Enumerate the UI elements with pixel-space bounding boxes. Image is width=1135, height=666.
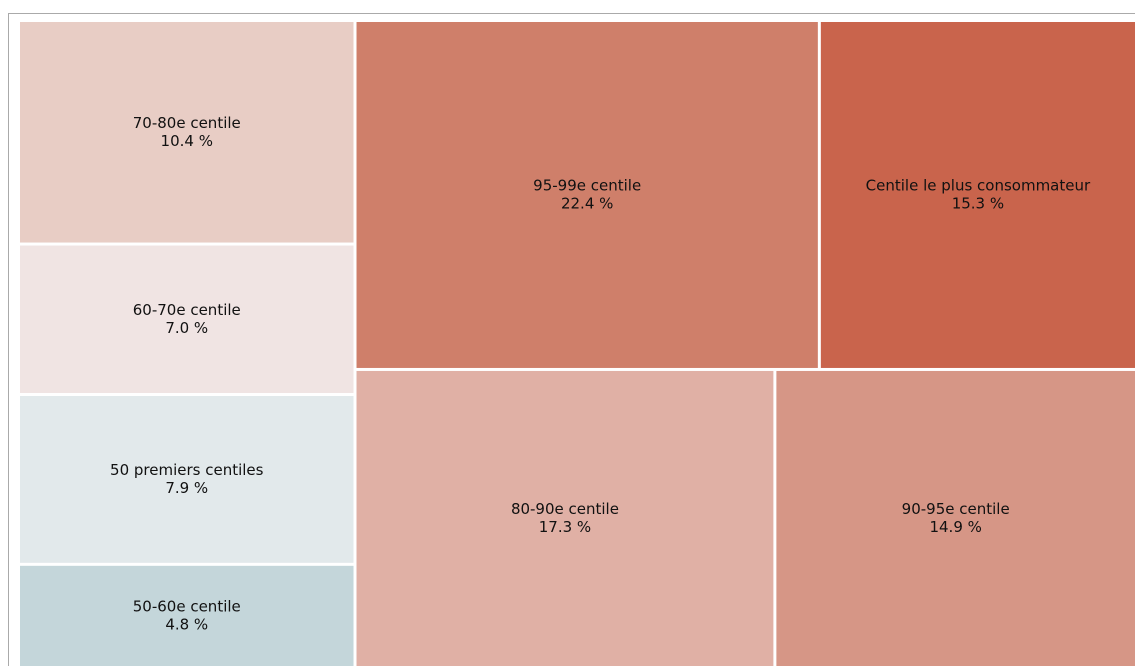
treemap-cell	[20, 565, 354, 666]
cell-label: 95-99e centile	[533, 176, 641, 194]
cell-label: 60-70e centile	[133, 301, 241, 319]
treemap-cell	[356, 370, 774, 666]
cell-label: 50 premiers centiles	[110, 461, 264, 479]
cell-value: 7.9 %	[165, 479, 208, 497]
treemap-cell	[20, 22, 354, 243]
cell-value: 15.3 %	[952, 194, 1004, 212]
frame	[8, 13, 1135, 666]
cell-value: 4.8 %	[165, 615, 208, 633]
cell-value: 7.0 %	[165, 319, 208, 337]
cell-label: 90-95e centile	[902, 500, 1010, 518]
cell-value: 17.3 %	[539, 518, 591, 536]
cell-label: 70-80e centile	[133, 114, 241, 132]
treemap-cell	[20, 396, 354, 563]
treemap-cell	[356, 22, 818, 368]
cell-value: 10.4 %	[161, 132, 213, 150]
cell-label: 50-60e centile	[133, 597, 241, 615]
treemap-cell	[820, 22, 1135, 368]
treemap-cell	[776, 370, 1135, 666]
cell-value: 14.9 %	[929, 518, 981, 536]
treemap-cell	[20, 245, 354, 394]
cell-value: 22.4 %	[561, 194, 613, 212]
cell-label: Centile le plus consommateur	[866, 176, 1091, 194]
cell-label: 80-90e centile	[511, 500, 619, 518]
